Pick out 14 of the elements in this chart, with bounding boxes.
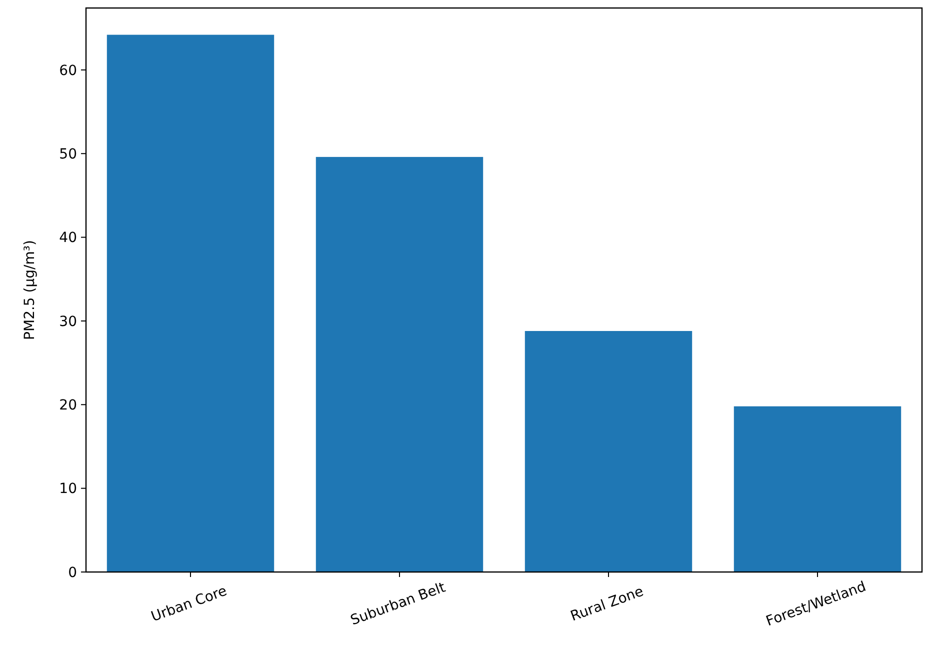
y-tick-label: 10 [59,481,77,498]
bar [524,331,692,572]
y-tick-label: 20 [59,398,77,414]
y-tick-label: 0 [68,564,77,581]
y-tick-label: 30 [59,314,77,330]
bar [734,406,902,572]
bar [106,34,274,572]
y-tick-label: 60 [59,62,77,79]
x-tick-label: Rural Zone [568,584,646,625]
bar [316,156,484,572]
y-axis-title: PM2.5 (µg/m³) [22,240,38,340]
y-tick-label: 40 [59,230,77,246]
x-tick-label: Urban Core [149,583,230,626]
y-tick-label: 50 [59,146,77,162]
